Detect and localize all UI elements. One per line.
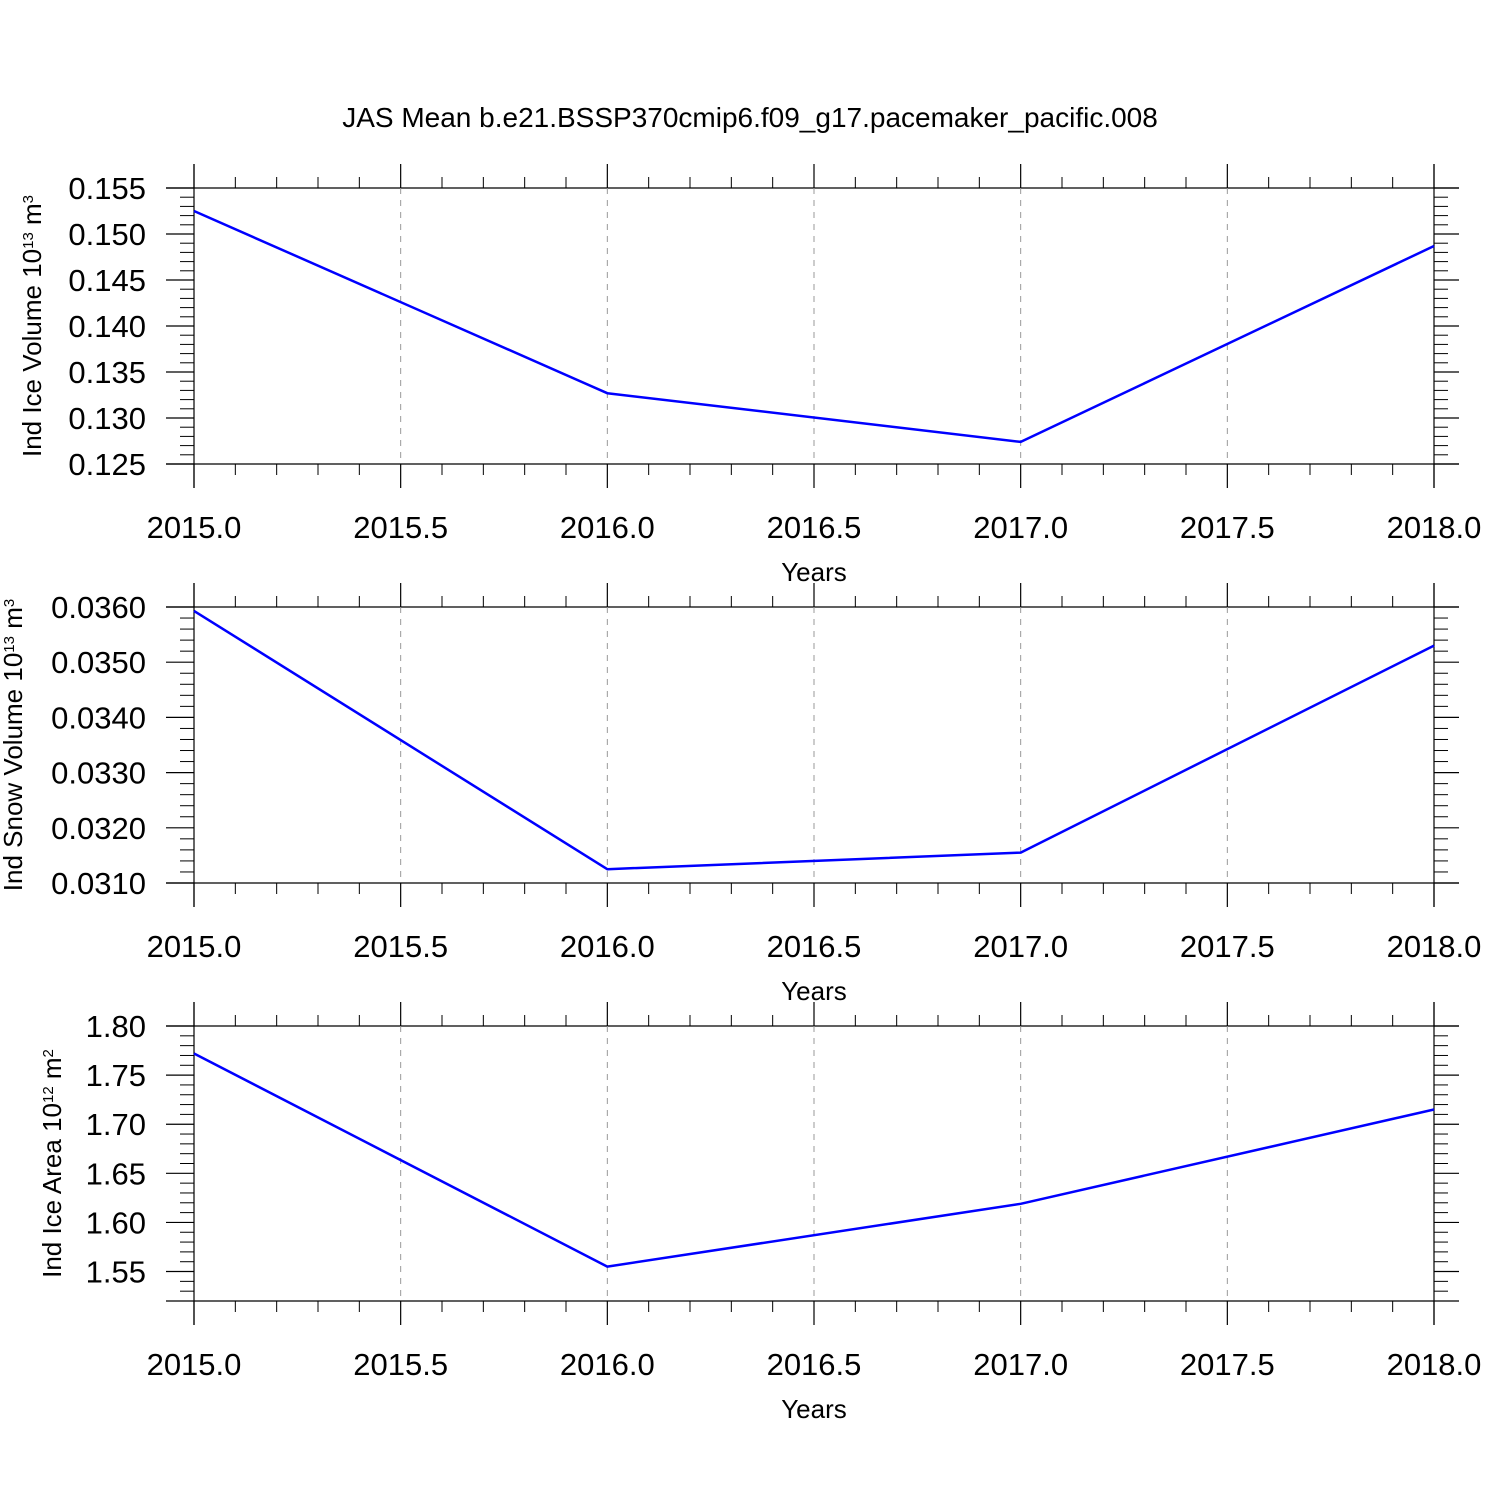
y-axis-label: Ind Ice Volume 1013 m3 [17,195,47,457]
x-tick-label: 2017.0 [973,1347,1068,1382]
x-tick-label: 2016.5 [767,1347,862,1382]
x-tick-label: 2018.0 [1387,929,1482,964]
y-axis-label: Ind Snow Volume 1013 m3 [0,599,28,891]
y-axis-label-superscript: 13 [20,232,37,249]
data-line [193,609,1435,871]
y-axis-label-text: m [37,1057,67,1086]
y-axis-label-superscript: 13 [1,636,18,653]
panel-2: 0.0310 0.0320 0.0330 0.0340 0.0350 0.0360 2015… [0,583,1481,1006]
x-tick-label: 2017.5 [1180,929,1275,964]
y-tick-label: 0.145 [68,263,146,298]
panel-1: 0.125 0.130 0.135 0.140 0.145 0.150 0.155 2015.… [17,164,1481,587]
y-tick-label: 1.60 [86,1205,146,1240]
x-axis-label: Years [781,557,847,587]
y-tick-label: 1.75 [86,1058,146,1093]
y-tick-label: 0.130 [68,401,146,436]
y-tick-label: 0.140 [68,309,146,344]
y-axis-label-superscript: 2 [40,1049,57,1057]
panels: 0.125 0.130 0.135 0.140 0.145 0.150 0.155 2015.… [0,164,1481,1424]
x-tick-label: 2015.0 [147,929,242,964]
figure-title: JAS Mean b.e21.BSSP370cmip6.f09_g17.pace… [342,102,1158,133]
y-tick-label: 0.0350 [51,645,146,680]
y-tick-label: 1.65 [86,1156,146,1191]
y-tick-label: 0.0310 [51,866,146,901]
y-tick-label: 0.150 [68,217,146,252]
y-tick-label: 0.125 [68,447,146,482]
x-tick-label: 2016.0 [560,510,655,545]
y-axis-label-text: Ind Snow Volume 10 [0,653,28,892]
y-tick-label: 0.0320 [51,811,146,846]
y-tick-label: 0.0360 [51,590,146,625]
y-tick-label: 1.70 [86,1107,146,1142]
y-axis-label-superscript: 3 [1,599,18,607]
x-tick-label: 2016.0 [560,1347,655,1382]
x-tick-label: 2016.5 [767,510,862,545]
y-tick-label: 1.80 [86,1009,146,1044]
y-axis-label-text: m [17,203,47,232]
y-tick-label: 0.0340 [51,700,146,735]
y-axis-label-text: Ind Ice Volume 10 [17,249,47,457]
data-line [193,1052,1435,1268]
x-tick-label: 2018.0 [1387,510,1482,545]
y-axis-label-superscript: 12 [40,1086,57,1103]
y-axis-label-text: m [0,607,28,636]
x-tick-label: 2017.0 [973,510,1068,545]
y-tick-label: 0.135 [68,355,146,390]
x-axis-label: Years [781,976,847,1006]
x-tick-label: 2017.0 [973,929,1068,964]
x-tick-label: 2015.5 [353,929,448,964]
x-tick-label: 2018.0 [1387,1347,1482,1382]
x-tick-label: 2017.5 [1180,1347,1275,1382]
x-tick-label: 2015.5 [353,1347,448,1382]
y-tick-label: 0.0330 [51,756,146,791]
y-tick-label: 0.155 [68,171,146,206]
x-tick-label: 2017.5 [1180,510,1275,545]
y-axis-label-text: Ind Ice Area 10 [37,1103,67,1278]
x-tick-label: 2015.5 [353,510,448,545]
x-axis-label: Years [781,1394,847,1424]
y-axis-label: Ind Ice Area 1012 m2 [37,1049,67,1278]
y-axis-label-superscript: 3 [20,195,37,203]
y-tick-label: 1.55 [86,1255,146,1290]
x-tick-label: 2016.0 [560,929,655,964]
x-tick-label: 2015.0 [147,510,242,545]
x-tick-label: 2016.5 [767,929,862,964]
x-tick-label: 2015.0 [147,1347,242,1382]
panel-3: 1.55 1.60 1.65 1.70 1.75 1.80 2015.0 2015.5 2016… [37,1002,1481,1424]
data-line [193,209,1435,444]
